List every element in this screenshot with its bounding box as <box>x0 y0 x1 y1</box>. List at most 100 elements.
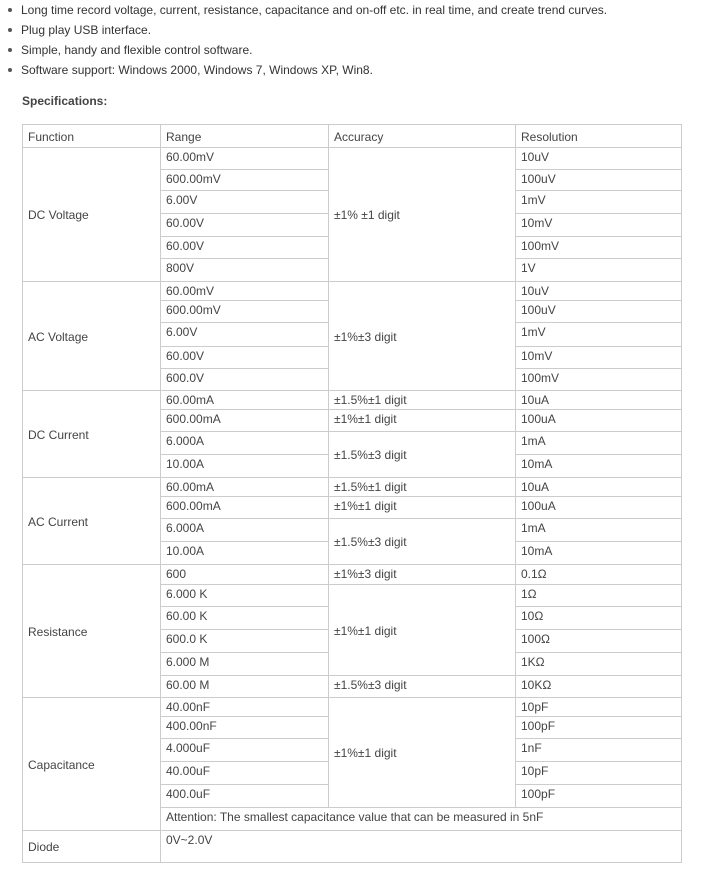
resolution-cell: 100uV <box>515 300 682 323</box>
range-cell: 60.00 M <box>160 675 329 698</box>
table-row: 6.000A ±1.5%±3 digit 1mA <box>23 431 682 478</box>
resolution-cell: 1mA <box>515 518 682 542</box>
accuracy-cell: ±1%±1 digit <box>328 697 516 808</box>
accuracy-cell: ±1.5%±3 digit <box>328 675 516 698</box>
feature-text: Software support: Windows 2000, Windows … <box>21 63 373 77</box>
table-row: 400.0uF 100pF <box>23 784 682 808</box>
bullet-icon <box>8 28 12 32</box>
range-cell: 6.000A <box>160 518 329 542</box>
table-row: Capacitance 40.00nF ±1%±1 digit 10pF <box>22 697 682 831</box>
table-row: DC Voltage 60.00mV ±1% ±1 digit 10uV <box>22 147 682 282</box>
table-row: 10.00A 10mA <box>23 454 682 478</box>
range-cell: 800V <box>160 258 329 282</box>
feature-item: Simple, handy and flexible control softw… <box>0 42 607 62</box>
bullet-icon <box>8 8 12 12</box>
range-cell: 400.00nF <box>160 716 329 739</box>
specifications-heading: Specifications: <box>22 94 108 108</box>
range-cell: 60.00mA <box>160 390 329 410</box>
resolution-cell: 100mV <box>515 368 682 391</box>
table-row: 600.00mA ±1%±1 digit 100uA <box>23 409 682 432</box>
resolution-cell: 1nF <box>515 738 682 762</box>
accuracy-cell: ±1%±1 digit <box>328 409 516 432</box>
accuracy-cell: ±1%±3 digit <box>328 281 516 391</box>
resolution-cell: 100uV <box>515 169 682 191</box>
accuracy-cell: ±1%±1 digit <box>328 496 516 519</box>
range-cell: 40.00uF <box>160 761 329 785</box>
header-function: Function <box>22 124 161 148</box>
table-row: 60.00V 10mV <box>23 213 682 237</box>
range-cell: 600.00mA <box>160 409 329 432</box>
function-cell: Resistance <box>22 564 161 698</box>
resolution-cell: 100pF <box>515 716 682 739</box>
table-row: 60.00 M ±1.5%±3 digit 10KΩ <box>23 675 682 698</box>
function-cell: AC Current <box>22 477 161 565</box>
table-row: 6.000 M 1KΩ <box>23 652 682 676</box>
accuracy-cell: ±1.5%±1 digit <box>328 477 516 497</box>
resolution-cell: 100uA <box>515 496 682 519</box>
range-cell: 600.00mV <box>160 169 329 191</box>
table-row: 6.000A ±1.5%±3 digit 1mA <box>23 518 682 565</box>
table-row: 6.000 K ±1%±1 digit 1Ω <box>23 584 682 676</box>
table-row: 6.00V 1mV <box>23 322 682 347</box>
table-header-row: Function Range Accuracy Resolution <box>22 124 682 148</box>
table-row: Resistance 600 ±1%±3 digit 0.1Ω <box>22 564 682 698</box>
resolution-cell: 10mV <box>515 346 682 369</box>
accuracy-cell: ±1%±3 digit <box>328 564 516 585</box>
range-cell: 6.000A <box>160 431 329 455</box>
resolution-cell: 10mA <box>515 454 682 478</box>
feature-item: Long time record voltage, current, resis… <box>0 2 607 22</box>
function-cell: Capacitance <box>22 697 161 831</box>
range-cell: 6.000 M <box>160 652 329 676</box>
table-row: AC Voltage 60.00mV ±1%±3 digit 10uV <box>22 281 682 391</box>
range-cell: 6.00V <box>160 190 329 214</box>
header-resolution: Resolution <box>515 124 682 148</box>
table-row: 600.0V 100mV <box>23 368 682 391</box>
resolution-cell: 1mV <box>515 190 682 214</box>
resolution-cell: 0.1Ω <box>515 564 682 585</box>
range-cell: 6.000 K <box>160 584 329 607</box>
range-cell: 60.00mA <box>160 477 329 497</box>
resolution-cell: 10uA <box>515 390 682 410</box>
resolution-cell: 100uA <box>515 409 682 432</box>
resolution-cell: 10uV <box>515 147 682 170</box>
header-accuracy: Accuracy <box>328 124 516 148</box>
resolution-cell: 10mA <box>515 541 682 565</box>
range-cell: 600 <box>160 564 329 585</box>
accuracy-cell: ±1% ±1 digit <box>328 147 516 282</box>
function-cell: DC Current <box>22 390 161 478</box>
range-cell: 60.00V <box>160 346 329 369</box>
table-row: 400.00nF 100pF <box>23 716 682 739</box>
resolution-cell: 1KΩ <box>515 652 682 676</box>
bullet-icon <box>8 48 12 52</box>
note-cell: Attention: The smallest capacitance valu… <box>160 807 682 831</box>
feature-item: Plug play USB interface. <box>0 22 607 42</box>
table-row: 600.00mA ±1%±1 digit 100uA <box>23 496 682 519</box>
table-row: AC Current 60.00mA ±1.5%±1 digit 10uA <box>22 477 682 565</box>
accuracy-cell: ±1%±1 digit <box>328 584 516 676</box>
table-row: Diode 0V~2.0V <box>22 830 682 863</box>
header-range: Range <box>160 124 329 148</box>
resolution-cell: 1mV <box>515 322 682 347</box>
resolution-cell: 10KΩ <box>515 675 682 698</box>
table-row: Attention: The smallest capacitance valu… <box>23 807 682 831</box>
range-cell: 60.00mV <box>160 147 329 170</box>
range-cell: 600.00mV <box>160 300 329 323</box>
resolution-cell: 1V <box>515 258 682 282</box>
range-cell: 60.00V <box>160 213 329 237</box>
feature-list: Long time record voltage, current, resis… <box>0 2 607 82</box>
function-cell: DC Voltage <box>22 147 161 282</box>
bullet-icon <box>8 68 12 72</box>
range-cell: 600.00mA <box>160 496 329 519</box>
resolution-cell: 10uA <box>515 477 682 497</box>
table-row: DC Current 60.00mA ±1.5%±1 digit 10uA <box>22 390 682 478</box>
range-cell: 10.00A <box>160 454 329 478</box>
feature-item: Software support: Windows 2000, Windows … <box>0 62 607 82</box>
range-cell: 0V~2.0V <box>160 830 682 863</box>
range-cell: 60.00 K <box>160 606 329 630</box>
range-cell: 600.0 K <box>160 629 329 653</box>
resolution-cell: 100mV <box>515 236 682 259</box>
range-cell: 4.000uF <box>160 738 329 762</box>
resolution-cell: 10uV <box>515 281 682 301</box>
resolution-cell: 10pF <box>515 697 682 717</box>
range-cell: 60.00V <box>160 236 329 259</box>
